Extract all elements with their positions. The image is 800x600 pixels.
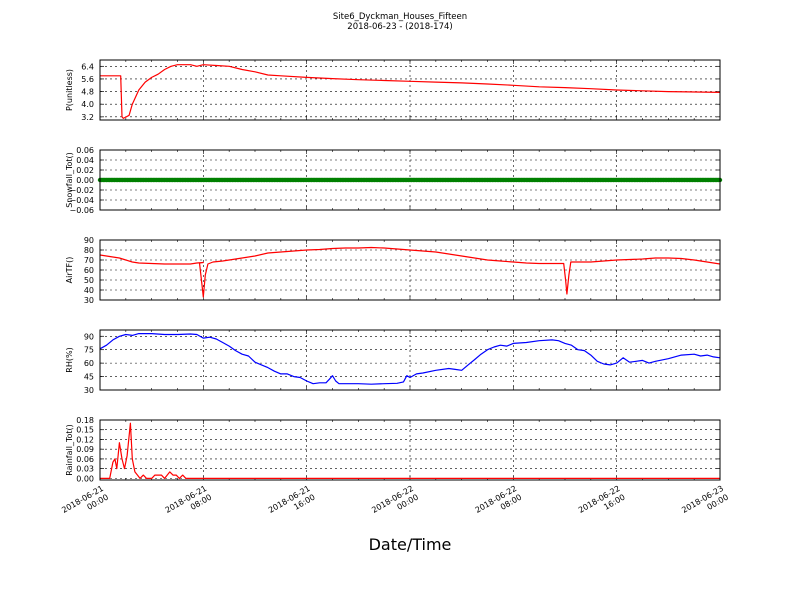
y-tick-label: −0.06 [69, 206, 94, 215]
y-tick-label: 70 [84, 256, 94, 265]
y-axis-label: AirTF() [65, 257, 74, 284]
y-tick-label: 80 [84, 246, 94, 255]
y-tick-label: 30 [84, 296, 94, 305]
figure-title: Site6_Dyckman_Houses_Fifteen [333, 12, 467, 22]
panel-frame [99, 329, 721, 391]
y-tick-label: −0.04 [69, 196, 94, 205]
panel-frame [99, 59, 721, 121]
y-tick-label: 40 [84, 286, 94, 295]
y-tick-label: 45 [84, 373, 94, 382]
x-axis-label: Date/Time [369, 535, 452, 554]
y-tick-label: 4.0 [81, 100, 94, 109]
y-tick-label: 3.2 [81, 113, 94, 122]
panel-frame [99, 419, 721, 481]
panel-1: 3.2 4.0 4.8 5.6 6.4 P(unitless) [65, 59, 721, 122]
chart-panels: 3.2 4.0 4.8 5.6 6.4 P(unitless) −0.06−0.04−0.0… [65, 59, 723, 483]
y-axis-label: P(unitless) [65, 69, 74, 111]
series-points [97, 177, 723, 183]
y-tick-label: 0.09 [76, 445, 94, 454]
panel-4: 30 45 60 75 90 RH(%) [65, 329, 721, 395]
y-tick-label: 6.4 [81, 62, 94, 71]
y-tick-label: 90 [84, 332, 94, 341]
y-tick-label: 60 [84, 266, 94, 275]
y-tick-label: 5.6 [81, 75, 94, 84]
panel-frame [99, 149, 721, 211]
y-tick-label: 0.02 [76, 166, 94, 175]
y-tick-label: 0.04 [76, 156, 94, 165]
y-tick-label: −0.02 [69, 186, 94, 195]
y-tick-label: 50 [84, 276, 94, 285]
y-tick-label: 0.06 [76, 455, 94, 464]
panel-2: −0.06−0.04−0.020.000.020.040.06Snowfall_… [65, 146, 723, 215]
series-line [99, 246, 721, 298]
y-tick-label: 75 [84, 346, 94, 355]
y-tick-label: 0.12 [76, 435, 94, 444]
series-line [99, 333, 721, 385]
series-line [100, 64, 721, 119]
y-tick-label: 0.00 [76, 474, 94, 483]
y-axis-label: Snowfall_Tot() [65, 152, 74, 208]
y-tick-label: 30 [84, 386, 94, 395]
y-axis-label: RH(%) [65, 347, 74, 372]
y-tick-label: 0.03 [76, 465, 94, 474]
y-tick-label: 0.15 [76, 426, 94, 435]
y-tick-label: 90 [84, 236, 94, 245]
y-tick-label: 60 [84, 359, 94, 368]
y-tick-label: 0.06 [76, 146, 94, 155]
figure-subtitle: 2018-06-23 - (2018-174) [347, 22, 452, 32]
y-axis-label: Rainfall_Tot() [65, 424, 74, 476]
panel-frame [99, 239, 721, 301]
y-tick-label: 0.00 [76, 176, 94, 185]
panel-5: 0.000.030.060.090.120.150.18Rainfall_Tot… [65, 416, 721, 483]
y-tick-label: 4.8 [81, 88, 94, 97]
y-tick-label: 0.18 [76, 416, 94, 425]
series-line [100, 422, 720, 479]
